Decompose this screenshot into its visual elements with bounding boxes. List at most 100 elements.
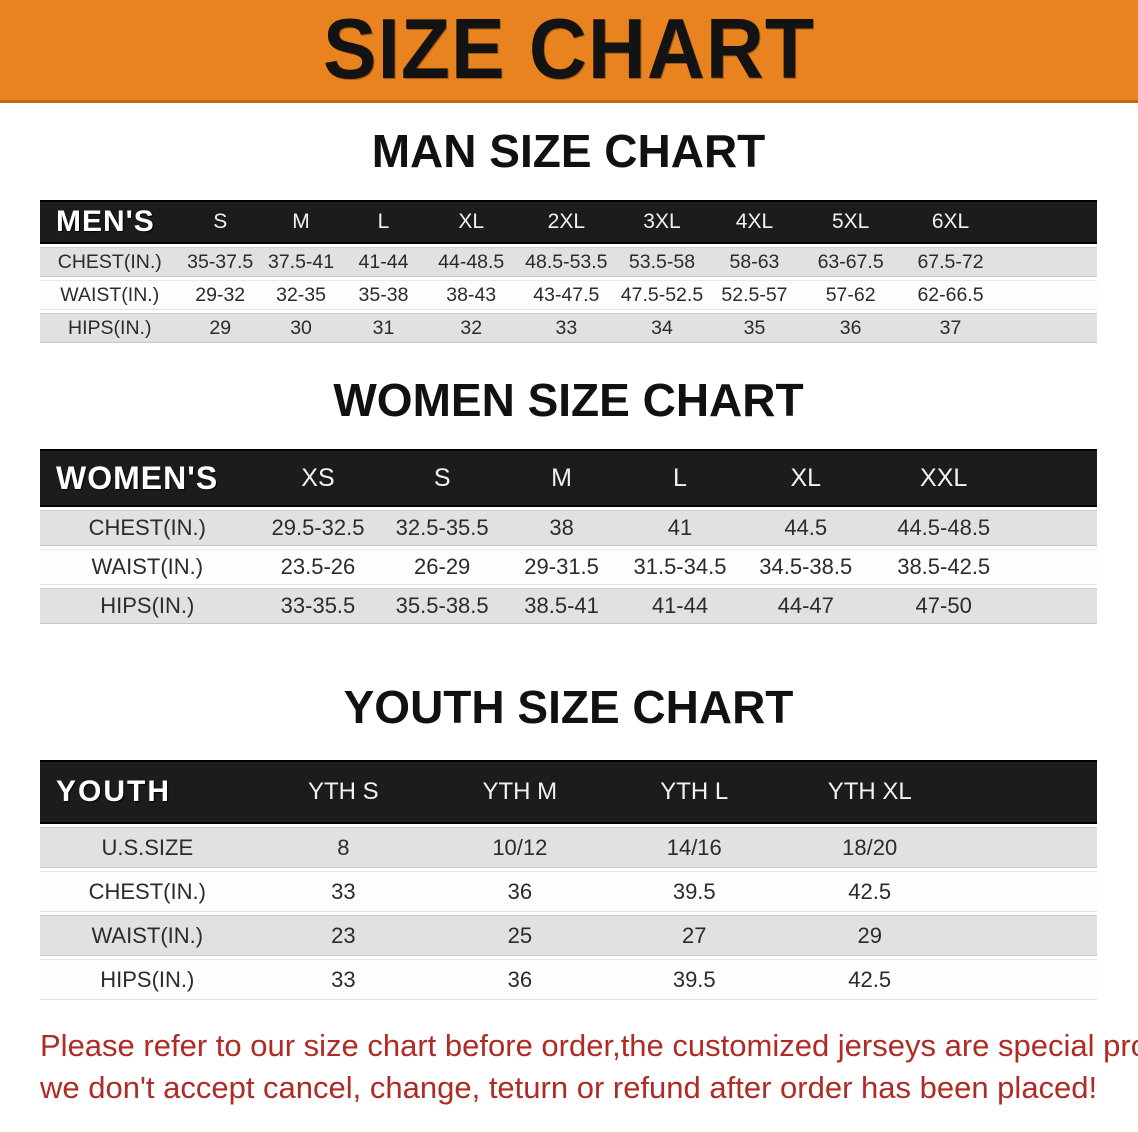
men-heading: MAN SIZE CHART — [371, 125, 766, 177]
men-row-label-0: CHEST(IN.) — [40, 247, 180, 277]
women-column-header-5: XXL — [871, 449, 1016, 507]
youth-row-spacer-3 — [958, 959, 1097, 1000]
youth-size-table: YOUTH YTH S YTH M YTH L YTH XL U.S.SIZE 8 10/12… — [40, 757, 1097, 1003]
men-column-header-4: 2XL — [516, 200, 616, 244]
banner-title: SIZE CHART — [323, 2, 815, 97]
women-row-1: WAIST(IN.) 23.5-26 26-29 29-31.5 31.5-34.5 34… — [40, 549, 1097, 585]
youth-cell-1-3: 42.5 — [780, 871, 959, 912]
men-row-0: CHEST(IN.) 35-37.5 37.5-41 41-44 44-48.5 48.5… — [40, 247, 1097, 277]
women-cell-0-1: 32.5-35.5 — [381, 510, 503, 546]
women-cell-0-5: 44.5-48.5 — [871, 510, 1016, 546]
women-cell-0-3: 41 — [620, 510, 740, 546]
women-column-header-3: L — [620, 449, 740, 507]
youth-cell-2-2: 27 — [607, 915, 781, 956]
youth-cell-1-2: 39.5 — [607, 871, 781, 912]
women-column-header-1: S — [381, 449, 503, 507]
men-column-header-0: S — [179, 200, 261, 244]
youth-table-header-row: YOUTH YTH S YTH M YTH L YTH XL — [40, 760, 1097, 824]
content: MAN SIZE CHART MEN'S S M L XL 2XL 3XL 4XL 5XL 6XL… — [40, 127, 1097, 1003]
disclaimer: Please refer to our size chart before or… — [40, 1025, 1138, 1109]
men-header-spacer — [1000, 200, 1097, 244]
youth-cell-3-2: 39.5 — [607, 959, 781, 1000]
women-row-spacer-0 — [1015, 510, 1097, 546]
youth-row-label-0: U.S.SIZE — [40, 827, 255, 868]
women-cell-2-5: 47-50 — [871, 588, 1016, 624]
women-table-title: WOMEN'S — [40, 449, 255, 507]
youth-row-label-1: CHEST(IN.) — [40, 871, 255, 912]
men-size-table: MEN'S S M L XL 2XL 3XL 4XL 5XL 6XL CHEST(IN.) 35-37… — [40, 197, 1097, 346]
men-cell-0-8: 67.5-72 — [900, 247, 1001, 277]
women-cell-2-1: 35.5-38.5 — [381, 588, 503, 624]
youth-column-header-1: YTH M — [432, 760, 608, 824]
men-row-1: WAIST(IN.) 29-32 32-35 35-38 38-43 43-47.5 47.… — [40, 280, 1097, 310]
men-cell-2-6: 35 — [707, 313, 801, 343]
youth-table-title: YOUTH — [40, 760, 255, 824]
women-row-2: HIPS(IN.) 33-35.5 35.5-38.5 38.5-41 41-44 44-… — [40, 588, 1097, 624]
men-table-header-row: MEN'S S M L XL 2XL 3XL 4XL 5XL 6XL — [40, 200, 1097, 244]
women-cell-0-0: 29.5-32.5 — [254, 510, 382, 546]
women-cell-1-3: 31.5-34.5 — [620, 549, 740, 585]
youth-cell-0-0: 8 — [254, 827, 433, 868]
youth-row-1: CHEST(IN.) 33 36 39.5 42.5 — [40, 871, 1097, 912]
men-cell-2-4: 33 — [516, 313, 616, 343]
men-column-header-7: 5XL — [800, 200, 901, 244]
women-size-table: WOMEN'S XS S M L XL XXL CHEST(IN.) 29.5-32.5 32.5… — [40, 446, 1097, 627]
section-men: MAN SIZE CHART MEN'S S M L XL 2XL 3XL 4XL 5XL 6XL… — [40, 127, 1097, 346]
women-table-header-row: WOMEN'S XS S M L XL XXL — [40, 449, 1097, 507]
men-row-spacer-1 — [1000, 280, 1097, 310]
men-column-header-2: L — [341, 200, 426, 244]
women-row-0: CHEST(IN.) 29.5-32.5 32.5-35.5 38 41 44.5 44.5… — [40, 510, 1097, 546]
youth-row-spacer-0 — [958, 827, 1097, 868]
men-cell-1-6: 52.5-57 — [707, 280, 801, 310]
women-cell-1-0: 23.5-26 — [254, 549, 382, 585]
men-cell-0-1: 37.5-41 — [260, 247, 342, 277]
women-row-spacer-2 — [1015, 588, 1097, 624]
youth-cell-3-1: 36 — [432, 959, 608, 1000]
men-cell-2-2: 31 — [341, 313, 426, 343]
women-column-header-2: M — [502, 449, 621, 507]
men-row-spacer-0 — [1000, 247, 1097, 277]
men-cell-0-3: 44-48.5 — [425, 247, 517, 277]
youth-cell-0-2: 14/16 — [607, 827, 781, 868]
women-cell-2-2: 38.5-41 — [502, 588, 621, 624]
women-cell-2-4: 44-47 — [739, 588, 872, 624]
men-column-header-6: 4XL — [707, 200, 801, 244]
women-cell-1-5: 38.5-42.5 — [871, 549, 1016, 585]
men-row-label-2: HIPS(IN.) — [40, 313, 180, 343]
youth-cell-3-3: 42.5 — [780, 959, 959, 1000]
men-cell-1-4: 43-47.5 — [516, 280, 616, 310]
men-row-label-1: WAIST(IN.) — [40, 280, 180, 310]
men-column-header-8: 6XL — [900, 200, 1001, 244]
men-cell-2-1: 30 — [260, 313, 342, 343]
youth-column-header-2: YTH L — [607, 760, 781, 824]
section-youth: YOUTH SIZE CHART YOUTH YTH S YTH M YTH L YTH… — [40, 683, 1097, 1003]
youth-cell-2-0: 23 — [254, 915, 433, 956]
men-cell-0-2: 41-44 — [341, 247, 426, 277]
youth-row-label-2: WAIST(IN.) — [40, 915, 255, 956]
men-cell-0-5: 53.5-58 — [616, 247, 708, 277]
women-row-label-0: CHEST(IN.) — [40, 510, 255, 546]
men-cell-1-3: 38-43 — [425, 280, 517, 310]
men-column-header-1: M — [260, 200, 342, 244]
youth-cell-3-0: 33 — [254, 959, 433, 1000]
women-header-spacer — [1015, 449, 1097, 507]
youth-column-header-0: YTH S — [254, 760, 433, 824]
section-women: WOMEN SIZE CHART WOMEN'S XS S M L XL XXL CHEST(… — [40, 376, 1097, 627]
men-row-spacer-2 — [1000, 313, 1097, 343]
disclaimer-line-2: we don't accept cancel, change, teturn o… — [40, 1070, 1098, 1105]
men-cell-1-2: 35-38 — [341, 280, 426, 310]
men-cell-0-7: 63-67.5 — [800, 247, 901, 277]
youth-cell-1-0: 33 — [254, 871, 433, 912]
men-cell-1-0: 29-32 — [179, 280, 261, 310]
youth-row-0: U.S.SIZE 8 10/12 14/16 18/20 — [40, 827, 1097, 868]
men-column-header-5: 3XL — [616, 200, 708, 244]
women-row-label-2: HIPS(IN.) — [40, 588, 255, 624]
youth-cell-2-3: 29 — [780, 915, 959, 956]
women-cell-0-2: 38 — [502, 510, 621, 546]
men-cell-1-1: 32-35 — [260, 280, 342, 310]
men-cell-1-8: 62-66.5 — [900, 280, 1001, 310]
women-column-header-0: XS — [254, 449, 382, 507]
youth-cell-1-1: 36 — [432, 871, 608, 912]
youth-header-spacer — [958, 760, 1097, 824]
